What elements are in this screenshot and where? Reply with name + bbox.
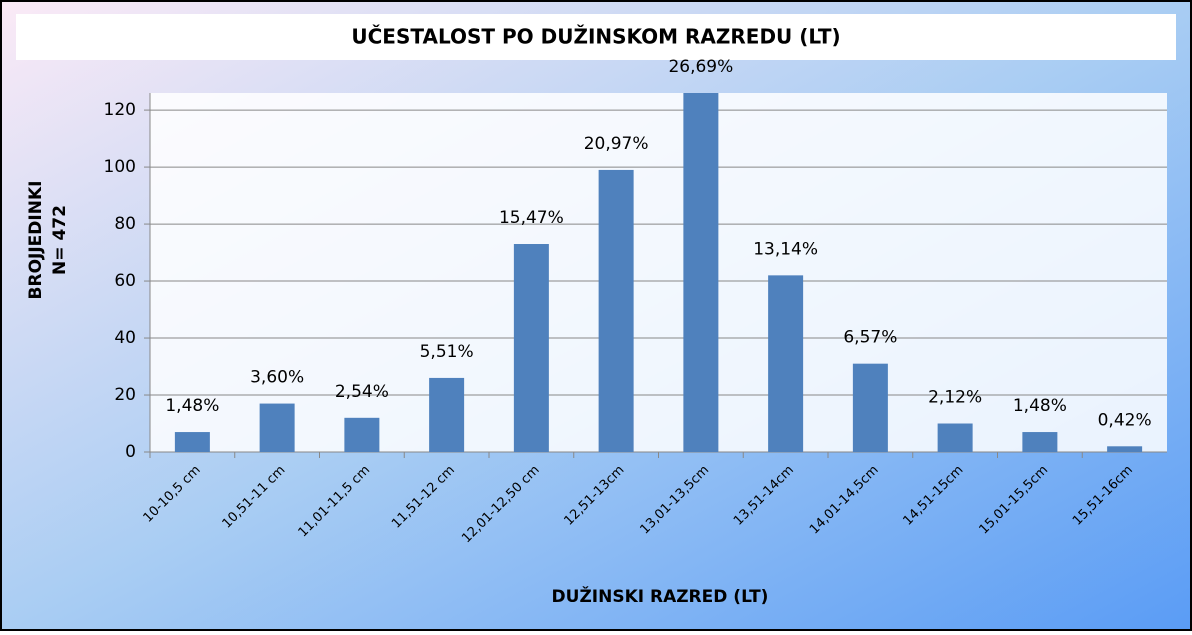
bar: [937, 423, 973, 452]
plot-area: [150, 93, 1167, 452]
bar: [513, 244, 549, 452]
bar: [259, 403, 295, 452]
data-label: 20,97%: [584, 134, 649, 154]
data-label: 13,14%: [753, 239, 818, 259]
data-label: 26,69%: [668, 57, 733, 77]
y-axis-title: BROJJEDINKI: [26, 181, 46, 300]
bar: [1022, 432, 1058, 452]
data-label: 1,48%: [1013, 396, 1067, 416]
data-label: 15,47%: [499, 208, 564, 228]
x-axis-title: DUŽINSKI RAZRED (LT): [552, 585, 769, 607]
y-tick-label: 80: [114, 214, 136, 234]
data-label: 1,48%: [165, 396, 219, 416]
y-tick-label: 0: [125, 442, 136, 462]
y-tick-label: 40: [114, 328, 136, 348]
data-label: 2,12%: [928, 388, 982, 408]
y-tick-label: 120: [104, 100, 136, 120]
data-label: 5,51%: [420, 342, 474, 362]
data-label: 0,42%: [1098, 410, 1152, 430]
bar: [683, 93, 719, 452]
y-tick-label: 60: [114, 271, 136, 291]
data-label: 3,60%: [250, 368, 304, 388]
bar: [344, 417, 380, 452]
y-tick-label: 100: [104, 157, 136, 177]
title-box: [16, 14, 1176, 60]
y-tick-label: 20: [114, 385, 136, 405]
bar: [768, 275, 804, 452]
bar: [598, 169, 634, 452]
chart-title: UČESTALOST PO DUŽINSKOM RAZREDU (LT): [351, 25, 840, 49]
y-axis-title: N= 472: [50, 205, 70, 275]
bar: [174, 432, 210, 452]
data-label: 2,54%: [335, 382, 389, 402]
data-label: 6,57%: [843, 328, 897, 348]
bar: [429, 377, 465, 452]
bar: [852, 363, 888, 452]
bar: [1107, 446, 1143, 452]
